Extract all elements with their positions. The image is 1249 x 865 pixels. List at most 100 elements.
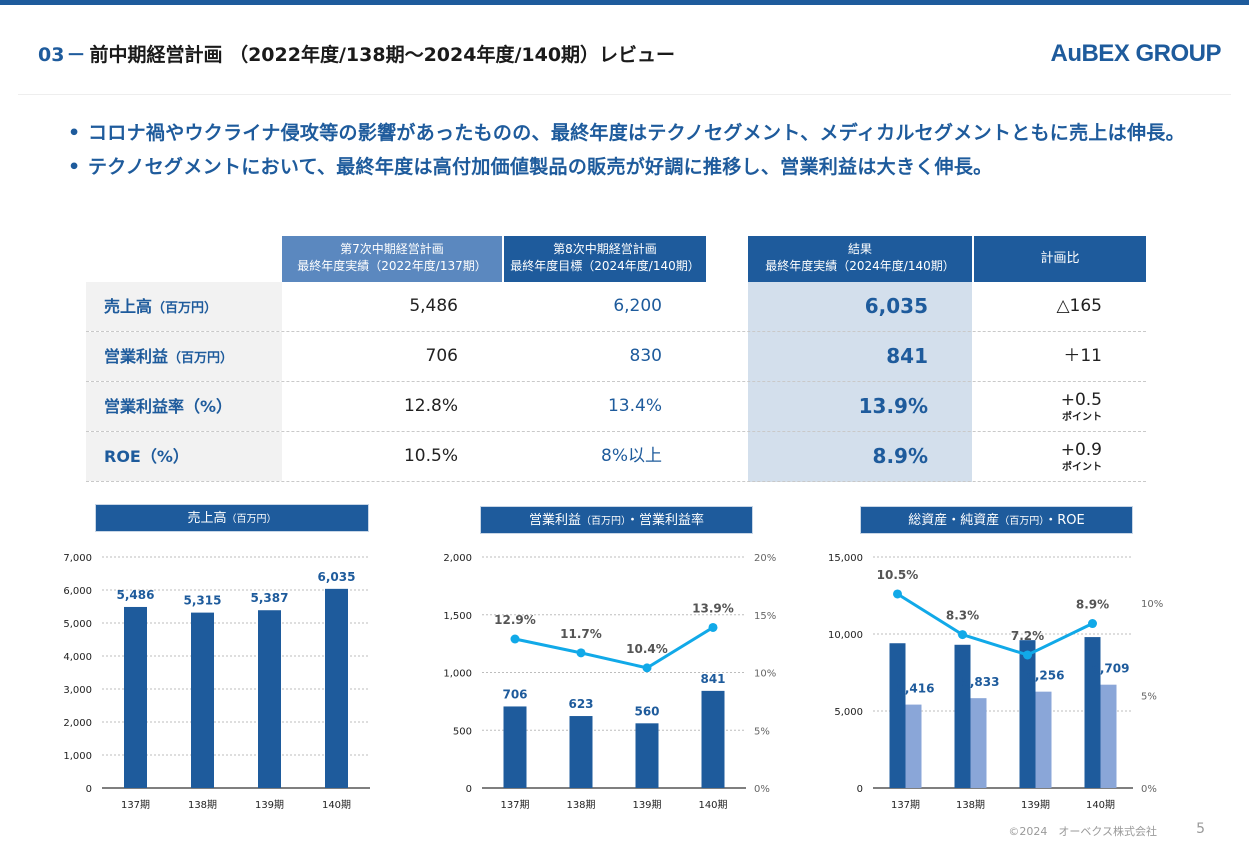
bar — [124, 606, 147, 788]
y2-tick-label: 15% — [754, 611, 776, 622]
table-row: ROE（%） 10.5% 8%以上 8.9% +0.9 ポイント — [86, 432, 1146, 482]
row-label: 営業利益（百万円） — [86, 332, 282, 381]
bullet-dot: • — [68, 122, 81, 144]
summary-bullets: • コロナ禍やウクライナ侵攻等の影響があったものの、最終年度はテクノセグメント、… — [68, 116, 1218, 184]
line-data-label: 10.5% — [877, 568, 919, 582]
x-tick-label: 138期 — [566, 799, 595, 811]
line-point — [708, 622, 718, 632]
profit-combo-chart: 0 500 1,000 1,500 2,000 0% 5% 10% 15% 20% 137期 138期… — [443, 553, 776, 811]
data-label: 6,035 — [318, 570, 356, 584]
cell-ratio: +0.9 — [1060, 440, 1102, 460]
cell-ratio-unit: ポイント — [1062, 412, 1102, 423]
y-tick-label: 500 — [453, 726, 472, 737]
page-title-text: 前中期経営計画 （2022年度/138期～2024年度/140期）レビュー — [89, 44, 676, 66]
cell-ratio: +0.5 — [1060, 390, 1102, 410]
chart-title-unit: （百万円） — [581, 516, 626, 527]
row-label-unit: （百万円） — [168, 351, 234, 366]
line-data-label: 8.3% — [946, 609, 979, 623]
top-accent-bar — [0, 0, 1249, 5]
data-label: 623 — [568, 697, 593, 711]
cell-result: 6,035 — [864, 294, 928, 318]
y-tick-label: 0 — [466, 784, 472, 795]
header-prev-line2: 最終年度実績（2022年度/137期） — [297, 259, 487, 273]
x-tick-label: 138期 — [956, 799, 985, 811]
y2-tick-label: 10% — [1141, 599, 1163, 610]
y-tick-label: 0 — [86, 784, 92, 795]
y-tick-label: 0 — [857, 784, 863, 795]
x-tick-label: 137期 — [500, 799, 529, 811]
cell-target: 6,200 — [613, 296, 662, 316]
y-tick-label: 2,000 — [63, 718, 92, 729]
row-label: 売上高（百万円） — [86, 282, 282, 331]
result-column-highlight — [748, 282, 972, 482]
chart-title-unit: （百万円） — [226, 514, 277, 525]
header-prev-line1: 第7次中期経営計画 — [340, 242, 444, 256]
header-result-line2: 最終年度実績（2024年度/140期） — [765, 259, 955, 273]
y2-tick-label: 5% — [754, 726, 770, 737]
company-logo: AuBEX GROUP — [1050, 40, 1221, 67]
bar — [569, 716, 593, 788]
y2-tick-label: 0% — [1141, 784, 1157, 795]
y-tick-label: 2,000 — [443, 553, 472, 564]
line-data-label: 7.2% — [1011, 629, 1044, 643]
header-ratio: 計画比 — [974, 236, 1146, 282]
bullet-item: • コロナ禍やウクライナ侵攻等の影響があったものの、最終年度はテクノセグメント、… — [68, 116, 1218, 150]
x-tick-label: 137期 — [891, 799, 920, 811]
y-tick-label: 7,000 — [63, 553, 92, 564]
bar — [191, 612, 214, 788]
header-target-line1: 第8次中期経営計画 — [553, 242, 657, 256]
bullet-dot: • — [68, 156, 81, 178]
y2-tick-label: 10% — [754, 669, 776, 680]
cell-ratio: ＋11 — [1063, 346, 1102, 366]
y-tick-label: 5,000 — [63, 619, 92, 630]
copyright: ©2024 オーベクス株式会社 — [1008, 825, 1157, 838]
chart-title-assets: 総資産・純資産（百万円）・ROE — [860, 506, 1133, 534]
chart-title-unit: （百万円） — [999, 516, 1045, 527]
y-tick-label: 1,000 — [443, 669, 472, 680]
series-line — [514, 626, 714, 670]
bar — [503, 706, 527, 788]
bar — [905, 704, 922, 788]
cell-prev: 5,486 — [409, 296, 458, 316]
bar — [1035, 691, 1052, 788]
line-data-label: 11.7% — [560, 627, 602, 641]
data-label: 5,486 — [117, 588, 155, 602]
chart-title-text: ・営業利益率 — [626, 513, 705, 528]
row-label-text: 営業利益率（%） — [104, 397, 233, 416]
bar — [701, 690, 725, 788]
cell-result: 13.9% — [858, 394, 928, 418]
cell-prev: 10.5% — [403, 446, 458, 466]
page-title: 03 －前中期経営計画 （2022年度/138期～2024年度/140期）レビュー — [38, 40, 675, 67]
cell-target: 830 — [629, 346, 662, 366]
bar — [635, 723, 659, 788]
table-row: 営業利益率（%） 12.8% 13.4% 13.9% +0.5 ポイント — [86, 382, 1146, 432]
header-target-line2: 最終年度目標（2024年度/140期） — [510, 259, 700, 273]
x-tick-label: 137期 — [121, 799, 150, 811]
line-data-label: 10.4% — [626, 642, 668, 656]
line-point — [893, 589, 902, 599]
y-tick-label: 3,000 — [63, 685, 92, 696]
header-prev-plan: 第7次中期経営計画 最終年度実績（2022年度/137期） — [282, 236, 502, 282]
assets-combo-chart: 0 5,000 10,000 15,000 0% 5% 10% 137期 138期 139期 140… — [828, 553, 1163, 811]
data-label: 5,387 — [251, 591, 289, 605]
chart-title-profit: 営業利益（百万円）・営業利益率 — [480, 506, 753, 534]
row-label: 営業利益率（%） — [86, 382, 282, 431]
section-dash: － — [66, 44, 86, 66]
section-number: 03 — [38, 44, 65, 66]
bar — [889, 643, 906, 788]
x-tick-label: 140期 — [698, 799, 727, 811]
table-row: 営業利益（百万円） 706 830 841 ＋11 — [86, 332, 1146, 382]
cell-result: 8.9% — [872, 444, 928, 468]
data-label: 6,256 — [1027, 669, 1065, 683]
x-tick-label: 140期 — [1086, 799, 1115, 811]
y2-tick-label: 20% — [754, 553, 776, 564]
row-label: ROE（%） — [86, 432, 282, 481]
line-data-label: 8.9% — [1076, 598, 1109, 612]
bar — [1100, 684, 1117, 788]
series-line — [896, 592, 1094, 657]
bar — [1019, 640, 1036, 788]
bar — [325, 588, 348, 788]
cell-result: 841 — [886, 344, 928, 368]
y-tick-label: 10,000 — [828, 630, 863, 641]
x-tick-label: 139期 — [255, 799, 284, 811]
